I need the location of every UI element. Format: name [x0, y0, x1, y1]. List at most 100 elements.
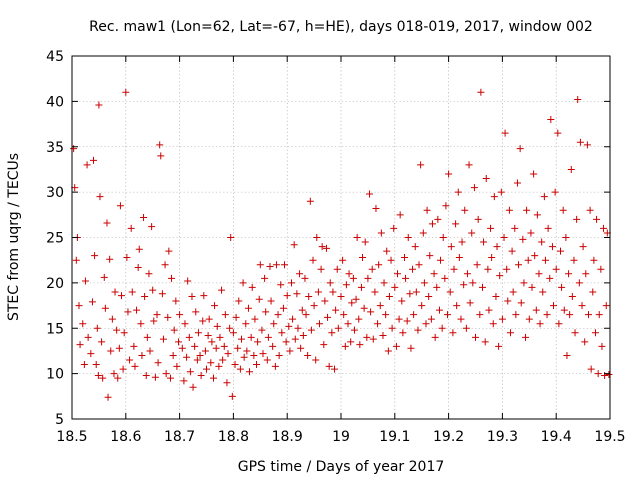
data-point — [237, 335, 245, 343]
data-point — [99, 374, 107, 382]
data-point — [445, 170, 453, 178]
data-point — [227, 234, 235, 241]
data-point — [428, 220, 436, 228]
data-point — [601, 371, 609, 379]
data-point — [411, 243, 419, 251]
data-point — [226, 324, 234, 332]
data-point — [574, 96, 582, 104]
data-point — [552, 265, 560, 273]
data-point — [101, 304, 109, 312]
data-point — [194, 329, 202, 337]
data-point — [406, 290, 414, 298]
data-point — [503, 265, 511, 273]
data-point — [212, 344, 220, 352]
data-point — [455, 253, 463, 261]
data-point — [200, 292, 208, 300]
data-point — [469, 279, 477, 287]
data-point — [559, 206, 567, 214]
data-point — [566, 311, 574, 319]
data-point — [201, 347, 209, 355]
data-point — [506, 329, 514, 337]
data-point — [150, 317, 158, 325]
grid-lines — [72, 56, 610, 419]
data-point — [555, 320, 563, 328]
axis-ticks: 18.5 18.6 18.7 18.8 18.9 19 19.1 19.2 19.3 19.4 19… — [46, 49, 625, 445]
data-point — [291, 335, 299, 343]
data-point — [602, 302, 610, 310]
data-point — [452, 220, 460, 228]
data-point — [70, 145, 78, 153]
data-point — [517, 299, 525, 307]
data-point — [141, 292, 149, 300]
data-point — [133, 306, 141, 314]
y-tick-label: 30 — [46, 185, 64, 201]
data-point — [262, 308, 270, 316]
y-axis-label: STEC from uqrg / TECUs — [6, 153, 22, 321]
data-point — [492, 292, 500, 300]
data-point — [490, 193, 498, 201]
data-point — [93, 324, 101, 332]
x-tick-label: 19.1 — [379, 429, 410, 445]
y-tick-label: 15 — [46, 321, 64, 337]
data-point — [579, 243, 587, 251]
data-point — [568, 292, 576, 300]
data-point — [454, 188, 462, 196]
data-point — [342, 281, 350, 289]
data-point — [508, 247, 516, 255]
data-point — [258, 326, 266, 334]
data-point — [489, 320, 497, 328]
data-point — [180, 377, 188, 385]
data-point — [76, 341, 84, 349]
data-point — [131, 362, 139, 370]
data-point — [500, 234, 508, 241]
data-point — [211, 302, 219, 310]
data-point — [115, 344, 123, 352]
x-tick-label: 19.2 — [433, 429, 464, 445]
y-tick-label: 20 — [46, 276, 64, 292]
x-tick-label: 19.5 — [594, 429, 625, 445]
data-point — [437, 256, 445, 264]
data-point — [535, 270, 543, 278]
data-point — [369, 335, 377, 343]
data-point — [525, 315, 533, 323]
data-point — [488, 253, 496, 261]
data-point — [98, 338, 106, 346]
data-point — [356, 341, 364, 349]
data-point — [130, 342, 138, 350]
data-point — [315, 320, 323, 328]
data-point — [248, 283, 256, 291]
data-point — [597, 265, 605, 273]
data-point — [173, 362, 181, 370]
data-point — [393, 270, 401, 278]
data-point — [239, 279, 247, 287]
data-point — [322, 244, 330, 252]
data-point — [218, 286, 226, 294]
data-point — [286, 347, 294, 355]
data-point — [595, 311, 603, 319]
data-point — [140, 214, 148, 222]
y-tick-label: 45 — [46, 49, 64, 65]
data-point — [477, 88, 485, 96]
data-point — [247, 333, 255, 341]
data-point — [383, 247, 391, 255]
y-tick-label: 40 — [46, 94, 64, 110]
data-point — [598, 342, 606, 350]
data-point — [513, 179, 521, 187]
data-point — [379, 332, 387, 340]
data-point — [570, 256, 578, 264]
y-tick-label: 5 — [55, 412, 64, 428]
data-point — [363, 333, 371, 341]
data-point — [312, 356, 320, 364]
data-point — [582, 270, 590, 278]
data-point — [254, 338, 262, 346]
data-point — [368, 265, 376, 273]
data-point — [527, 229, 535, 237]
data-point — [512, 311, 520, 319]
data-point — [422, 320, 430, 328]
data-point — [480, 238, 488, 246]
data-point — [519, 235, 527, 243]
data-point — [412, 288, 420, 296]
data-point — [72, 256, 80, 264]
data-point — [251, 315, 259, 323]
data-point — [143, 333, 151, 341]
